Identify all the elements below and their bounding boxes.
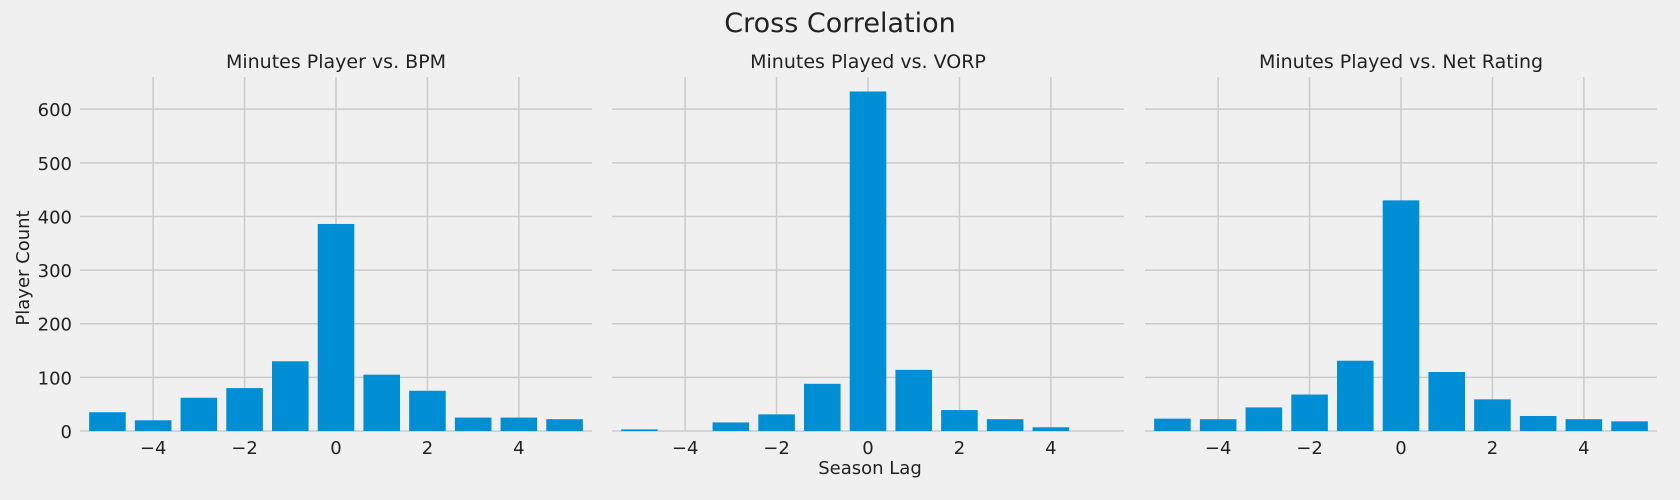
bar bbox=[986, 419, 1024, 431]
bar bbox=[1154, 418, 1191, 431]
x-tick-label: 2 bbox=[1487, 438, 1498, 459]
bar bbox=[1382, 200, 1420, 431]
x-tick-label: 0 bbox=[330, 438, 341, 459]
bar bbox=[1565, 419, 1603, 431]
bar bbox=[849, 91, 887, 432]
x-tick-label: −2 bbox=[763, 438, 790, 459]
y-tick-label: 0 bbox=[61, 422, 72, 443]
bar bbox=[1611, 421, 1648, 431]
x-tick-label: 4 bbox=[513, 438, 524, 459]
y-tick-label: 200 bbox=[38, 315, 72, 336]
panel-3: Minutes Played vs. Net Rating −4 −2 0 2 4 bbox=[1145, 51, 1657, 459]
x-tick-label: 2 bbox=[422, 438, 433, 459]
bar bbox=[758, 414, 795, 431]
bar bbox=[226, 388, 263, 431]
x-tick-label: 4 bbox=[1045, 438, 1056, 459]
y-tick-label: 300 bbox=[38, 261, 72, 282]
bar bbox=[1291, 394, 1328, 431]
bar bbox=[500, 417, 538, 431]
bar bbox=[1519, 415, 1557, 431]
x-tick-label: 2 bbox=[954, 438, 965, 459]
x-tick-label: 0 bbox=[1395, 438, 1406, 459]
bar bbox=[317, 223, 355, 431]
bar bbox=[272, 361, 309, 431]
bar bbox=[1245, 407, 1283, 431]
bar bbox=[804, 383, 841, 431]
chart-panels: Minutes Player vs. BPM−4 −2 0 2 401002003004… bbox=[38, 51, 1657, 459]
bar bbox=[180, 397, 218, 431]
bar bbox=[1199, 419, 1237, 431]
y-tick-label: 400 bbox=[38, 207, 72, 228]
panel-2: Minutes Played vs. VORP −4 −2 0 2 4 bbox=[612, 51, 1124, 459]
x-tick-label: −2 bbox=[1296, 438, 1323, 459]
panel-title: Minutes Played vs. Net Rating bbox=[1259, 51, 1543, 73]
y-tick-label: 100 bbox=[38, 368, 72, 389]
bar bbox=[621, 429, 658, 431]
x-tick-label: −4 bbox=[140, 438, 167, 459]
bar bbox=[546, 419, 583, 431]
panel-1: Minutes Player vs. BPM −4 −2 0 2 4 0 100 200 300 4… bbox=[38, 51, 592, 459]
panel-title: Minutes Player vs. BPM bbox=[226, 51, 446, 73]
x-tick-label: −2 bbox=[231, 438, 258, 459]
bar bbox=[941, 410, 978, 431]
x-axis-label: Season Lag bbox=[818, 458, 922, 479]
bar bbox=[89, 412, 126, 431]
y-axis-label: Player Count bbox=[13, 210, 34, 325]
bar bbox=[454, 417, 492, 431]
x-tick-label: −4 bbox=[1205, 438, 1232, 459]
bar bbox=[1337, 360, 1374, 431]
bar bbox=[895, 369, 932, 431]
y-tick-label: 600 bbox=[38, 100, 72, 121]
x-tick-label: −4 bbox=[672, 438, 699, 459]
bar bbox=[1428, 372, 1465, 431]
bar bbox=[1474, 399, 1511, 431]
bar bbox=[712, 422, 750, 431]
x-tick-label: 4 bbox=[1578, 438, 1589, 459]
bar bbox=[409, 390, 446, 431]
figure-title: Cross Correlation bbox=[724, 8, 955, 39]
x-tick-label: 0 bbox=[862, 438, 873, 459]
y-tick-label: 500 bbox=[38, 154, 72, 175]
bar bbox=[134, 420, 172, 431]
panel-title: Minutes Played vs. VORP bbox=[750, 51, 986, 73]
bar bbox=[1032, 427, 1070, 431]
bar bbox=[363, 374, 400, 431]
